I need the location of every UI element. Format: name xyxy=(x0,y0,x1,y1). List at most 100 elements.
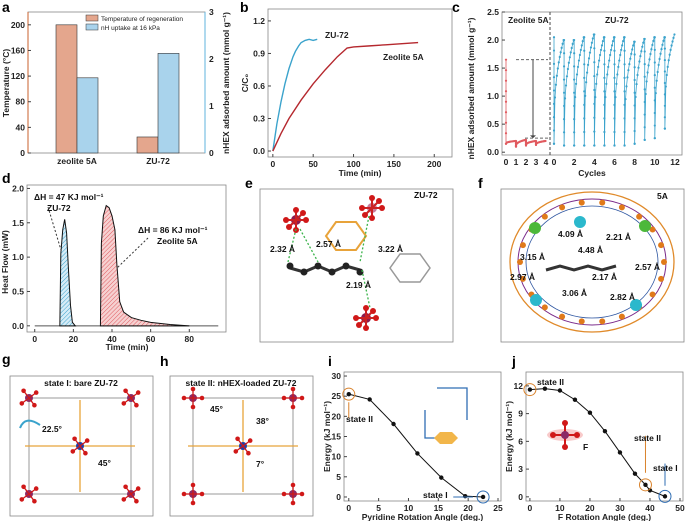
series-zu-72-point xyxy=(673,33,676,36)
x-tick-label: 4 xyxy=(592,157,597,167)
series-zu-72-point xyxy=(613,144,616,147)
series-zu-72-point xyxy=(593,116,596,119)
zu-72-structure xyxy=(283,195,431,331)
y-tick-label: 160 xyxy=(11,45,25,55)
x-tick-label: 4 xyxy=(544,157,549,167)
oxygen-atom xyxy=(123,484,128,490)
series-zu-72-point xyxy=(623,117,626,120)
oxygen-atom xyxy=(636,213,643,220)
series-zu-72-point xyxy=(573,52,576,55)
oxygen-atom xyxy=(618,313,625,320)
series-zu-72-point xyxy=(573,78,576,81)
series-zu-72-point xyxy=(613,90,616,93)
series-zu-72-point xyxy=(667,59,670,62)
calcium-ion xyxy=(530,294,542,306)
series-zeolite-5a-line xyxy=(505,59,546,147)
series-zu-72-point xyxy=(671,40,674,43)
series-zu-72-point xyxy=(567,61,570,64)
x-tick-label: 100 xyxy=(346,159,360,169)
y-tick-label: 12 xyxy=(514,381,524,391)
series-zu-72-point xyxy=(573,118,576,121)
x-tick-label: 5 xyxy=(376,503,381,513)
series-zu-72-point xyxy=(648,58,651,61)
series-zu-72-point xyxy=(561,42,564,45)
series-zu-72-point xyxy=(659,52,662,55)
y-tick-label: 5 xyxy=(336,472,341,482)
oxygen-atom xyxy=(356,322,362,328)
series-zu-72-point xyxy=(552,49,556,52)
oxygen-atom xyxy=(649,226,656,233)
x-axis-label: F Rotation Angle (deg.) xyxy=(558,512,651,521)
series-zu-72-point xyxy=(615,82,618,85)
series-zu-72-point xyxy=(626,76,629,79)
y-tick-label: 0 xyxy=(336,492,341,502)
oxygen-atom xyxy=(541,213,548,220)
oxygen-atom xyxy=(362,212,368,218)
enthalpy-label-zeolite-5a: ΔH = 86 KJ mol⁻¹ xyxy=(138,225,208,235)
data-point xyxy=(572,397,578,402)
series-zu-72-point xyxy=(613,36,616,39)
panel-label-g: g xyxy=(2,351,11,367)
series-zu-72-point xyxy=(553,96,557,99)
state-ii-marker xyxy=(638,478,652,492)
series-zu-72-point xyxy=(573,91,576,94)
series-zu-72-point xyxy=(590,41,594,44)
series-zu-72-point xyxy=(616,73,619,76)
oxygen-atom xyxy=(123,388,128,394)
x-tick-label: 0 xyxy=(270,159,275,169)
series-zu-72-point xyxy=(636,73,639,77)
enthalpy-label-zu-72: ΔH = 47 KJ mol⁻¹ xyxy=(34,192,104,202)
x-tick-label: 3 xyxy=(534,157,539,167)
y-tick-label: 25 xyxy=(332,391,342,401)
oxygen-atom xyxy=(369,215,375,221)
series-zu-72-point xyxy=(629,57,632,60)
plot-frame-i xyxy=(343,371,502,502)
state-ii-label: state II xyxy=(537,377,564,387)
plot-frame-d xyxy=(26,184,227,333)
series-zeolite-5a-point xyxy=(504,121,508,124)
series-label-zeolite-5a: Zeolite 5A xyxy=(157,236,198,246)
oxygen-atom xyxy=(541,304,548,311)
series-zu-72-point xyxy=(663,47,666,50)
series-zu-72-point xyxy=(556,67,559,70)
series-zu-72-point xyxy=(552,116,556,119)
oxygen-atom xyxy=(281,491,287,497)
series-zu-72-point xyxy=(644,92,647,96)
panel-label-f: f xyxy=(478,175,483,191)
series-zu-72-point xyxy=(598,53,602,57)
series-zu-72-point xyxy=(655,79,658,82)
series-zu-72-point xyxy=(593,74,596,78)
y-tick-label: 120 xyxy=(11,71,25,81)
y-tick-label: 10 xyxy=(332,452,342,462)
legend-label: nH uptake at 16 kPa xyxy=(101,25,160,32)
x-tick-label: 2 xyxy=(524,157,529,167)
series-zu-72-point xyxy=(593,130,596,133)
angle-label: 45° xyxy=(210,404,223,414)
series-zu-72-point xyxy=(577,59,581,62)
series-zu-72-point xyxy=(583,144,586,147)
series-zu-72-point xyxy=(606,73,609,76)
series-zu-72-point xyxy=(611,40,615,43)
series-zeolite-5a-point xyxy=(504,100,508,103)
x-tick-label: 8 xyxy=(632,157,637,167)
series-zu-72-point xyxy=(613,103,616,106)
series-zu-72-point xyxy=(555,74,558,77)
oxygen-atom xyxy=(578,318,585,325)
series-zu-72-point xyxy=(653,111,656,115)
carbon-atom xyxy=(314,262,322,270)
series-zu-72-point xyxy=(562,104,566,108)
x-tick-label: 60 xyxy=(146,334,156,344)
series-zu-72-point xyxy=(583,117,586,120)
y-tick-label: 0.0 xyxy=(253,146,265,156)
distance-label: 2.32 Å xyxy=(270,244,295,254)
panel-label-b: b xyxy=(240,0,249,15)
series-zu-72-point xyxy=(573,131,576,134)
series-zu-72-point xyxy=(635,82,638,86)
oxygen-atom xyxy=(353,315,359,321)
y-tick-label: 1.5 xyxy=(12,218,24,228)
category-label: zeolite 5A xyxy=(57,156,97,166)
panel-h-title: state II: nHEX-loaded ZU-72 xyxy=(186,378,297,388)
nhex-molecule xyxy=(545,264,617,272)
series-zu-72-point xyxy=(580,44,583,47)
